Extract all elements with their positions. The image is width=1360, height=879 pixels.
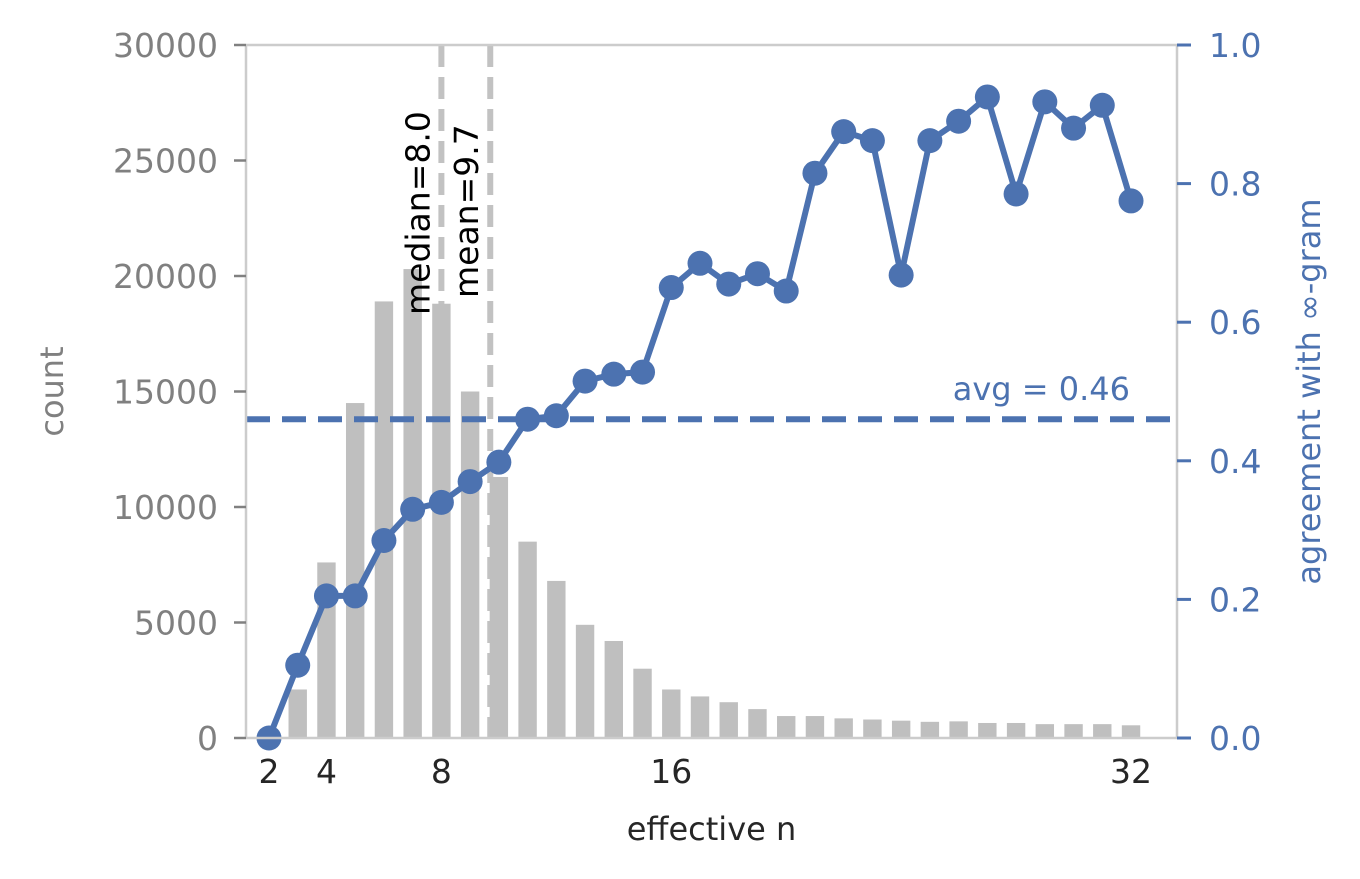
agreement-point: [1061, 115, 1087, 141]
y-left-tick-label: 5000: [134, 604, 218, 643]
y-axis-label-left: count: [33, 346, 71, 436]
agreement-point: [1118, 188, 1144, 214]
agreement-point: [486, 449, 512, 475]
histogram-bar: [748, 709, 767, 738]
y-left-tick-label: 30000: [113, 26, 218, 65]
histogram-bar: [1064, 724, 1083, 738]
agreement-point: [400, 496, 426, 522]
y-axis-label-right: agreement with ∞-gram: [1290, 198, 1328, 584]
histogram-bar: [690, 696, 710, 738]
agreement-point: [744, 261, 770, 287]
histogram-bar: [374, 301, 394, 738]
agreement-point: [371, 527, 397, 553]
agreement-point: [716, 271, 742, 297]
histogram-bar: [834, 718, 853, 738]
histogram-bar: [633, 668, 652, 738]
histogram-bar: [920, 721, 940, 738]
agreement-point: [888, 262, 914, 288]
histogram-bar: [662, 689, 681, 738]
agreement-point: [601, 361, 627, 387]
y-right-tick-label: 0.8: [1209, 165, 1261, 204]
agreement-point: [1003, 181, 1029, 207]
y-right-tick-label: 1.0: [1209, 26, 1261, 65]
mean-label: mean=9.7: [447, 124, 486, 298]
axis-labels: effective n count agreement with ∞-gram: [33, 198, 1328, 848]
statistic-lines: median=8.0 mean=9.7: [398, 45, 494, 738]
histogram-bar: [1006, 722, 1026, 738]
histogram-bar: [547, 580, 566, 738]
agreement-series: [256, 84, 1144, 751]
axis-ticks: 0 5000 10000 15000 20000 25000 30000 0.0 0.2 0.4 0…: [113, 26, 1261, 791]
histogram-bar: [805, 716, 825, 738]
agreement-point: [313, 583, 339, 609]
average-line-group: avg = 0.46: [246, 370, 1177, 423]
histogram-bar: [345, 403, 365, 738]
x-tick-label: 2: [258, 752, 279, 791]
histogram-bar: [863, 719, 882, 738]
agreement-point: [630, 359, 656, 385]
histogram-bar: [1093, 724, 1112, 738]
average-label: avg = 0.46: [953, 370, 1130, 408]
y-left-tick-label: 10000: [113, 488, 218, 527]
agreement-point: [515, 406, 541, 432]
histogram-bar: [575, 624, 595, 738]
median-label: median=8.0: [398, 111, 437, 315]
agreement-point: [428, 489, 454, 515]
histogram-bar: [777, 716, 796, 738]
histogram-bar: [1121, 725, 1141, 738]
y-right-tick-label: 0.0: [1209, 719, 1261, 758]
x-tick-label: 4: [316, 752, 337, 791]
histogram-bar: [949, 721, 968, 738]
histogram-bars: [288, 269, 1141, 738]
y-right-tick-label: 0.6: [1209, 303, 1261, 342]
histogram-bar: [978, 722, 997, 738]
agreement-point: [342, 583, 368, 609]
agreement-point: [859, 128, 885, 154]
histogram-bar: [1035, 724, 1055, 738]
histogram-bar: [432, 303, 451, 738]
x-axis-label: effective n: [627, 810, 797, 848]
histogram-bar: [719, 702, 738, 738]
y-right-tick-label: 0.2: [1209, 580, 1261, 619]
x-tick-label: 32: [1110, 752, 1152, 791]
agreement-point: [802, 160, 828, 186]
histogram-bar: [288, 689, 307, 738]
y-left-tick-label: 0: [197, 719, 218, 758]
histogram-bar: [489, 476, 509, 738]
y-left-tick-label: 25000: [113, 142, 218, 181]
agreement-point: [1032, 89, 1058, 115]
histogram-bar: [460, 391, 480, 738]
agreement-point: [543, 403, 569, 429]
agreement-point: [773, 278, 799, 304]
y-left-tick-label: 20000: [113, 257, 218, 296]
agreement-point: [457, 469, 483, 495]
histogram-bar: [518, 541, 537, 738]
histogram-bar: [604, 640, 624, 738]
agreement-point: [831, 119, 857, 145]
agreement-point: [1089, 92, 1115, 118]
agreement-point: [917, 128, 943, 154]
agreement-point: [658, 275, 684, 301]
agreement-point: [285, 652, 311, 678]
histogram-bar: [891, 720, 911, 738]
x-tick-label: 8: [431, 752, 452, 791]
y-left-tick-label: 15000: [113, 373, 218, 412]
agreement-point: [572, 368, 598, 394]
agreement-point: [974, 84, 1000, 110]
y-right-tick-label: 0.4: [1209, 442, 1261, 481]
x-tick-label: 16: [650, 752, 692, 791]
agreement-point: [687, 250, 713, 276]
agreement-point: [946, 108, 972, 134]
